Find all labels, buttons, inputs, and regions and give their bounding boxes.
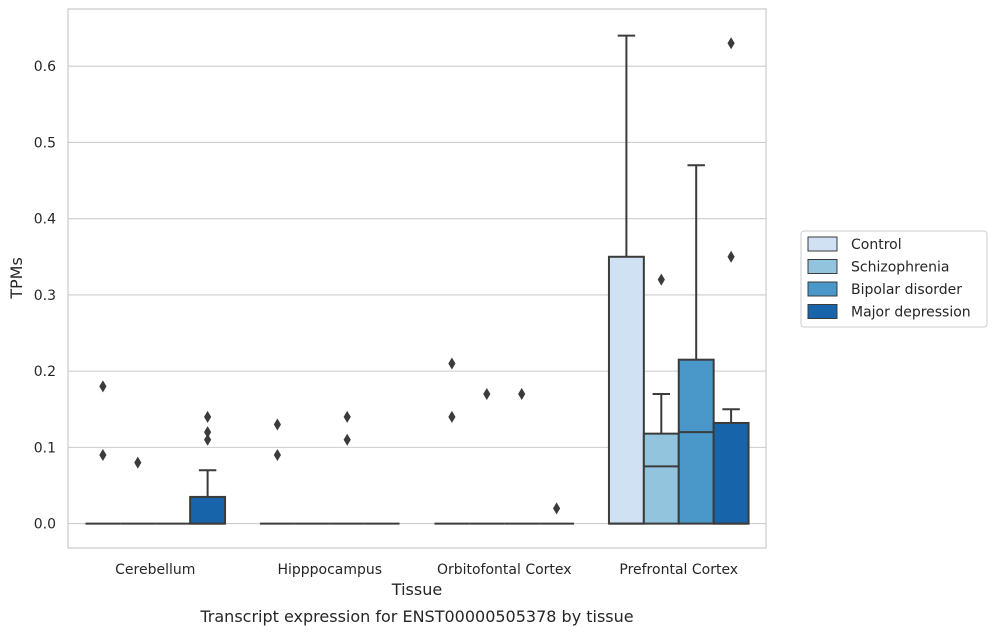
outlier-point xyxy=(273,418,281,431)
y-tick-labels: 0.0 0.1 0.2 0.3 0.4 0.5 0.6 xyxy=(34,59,56,532)
outlier-point xyxy=(727,250,735,263)
outlier-point xyxy=(657,273,665,286)
outlier-point xyxy=(204,433,212,446)
y-axis-label: TPMs xyxy=(7,257,26,300)
box-schizophrenia xyxy=(642,393,680,525)
chart-title: Transcript expression for ENST0000050537… xyxy=(199,607,633,626)
outlier-point xyxy=(518,388,526,400)
outlier-point xyxy=(204,410,212,423)
box-body xyxy=(712,421,750,525)
gridlines xyxy=(68,65,766,525)
boxes xyxy=(85,34,750,525)
x-tick-label: Cerebellum xyxy=(115,562,195,578)
outlier-point xyxy=(448,410,456,423)
y-tick-label: 0.1 xyxy=(34,440,56,456)
box-body xyxy=(189,495,227,525)
box-body xyxy=(677,358,715,525)
outlier-point xyxy=(99,380,107,393)
x-axis-label: Tissue xyxy=(391,580,442,599)
y-tick-label: 0.0 xyxy=(34,517,56,533)
x-tick-label: Hipppocampus xyxy=(277,562,382,578)
box-body xyxy=(642,432,680,525)
outlier-point xyxy=(204,426,212,439)
box-bipolar-disorder xyxy=(677,164,715,525)
x-tick-label: Prefrontal Cortex xyxy=(619,562,738,578)
outlier-point xyxy=(483,388,491,400)
outlier-point xyxy=(99,448,107,461)
plot-frame xyxy=(67,8,767,549)
y-tick-label: 0.3 xyxy=(34,288,56,304)
outlier-point xyxy=(343,410,351,423)
y-tick-label: 0.4 xyxy=(34,212,56,228)
outliers xyxy=(99,37,735,515)
box-major-depression xyxy=(712,408,750,525)
legend-swatch xyxy=(807,236,838,252)
y-tick-label: 0.5 xyxy=(34,135,56,151)
x-tick-labels: Cerebellum Hipppocampus Orbitofontal Corte… xyxy=(115,562,738,578)
outlier-point xyxy=(727,37,735,50)
legend-frame xyxy=(800,230,988,328)
legend-swatch xyxy=(807,259,838,274)
legend-label: Control xyxy=(851,237,902,253)
box-control xyxy=(607,34,645,525)
legend-label: Schizophrenia xyxy=(851,260,949,276)
y-tick-label: 0.6 xyxy=(34,59,56,75)
outlier-point xyxy=(553,502,561,515)
legend-label: Bipolar disorder xyxy=(851,282,962,298)
outlier-point xyxy=(134,456,142,469)
x-tick-label: Orbitofontal Cortex xyxy=(437,562,572,578)
box-body xyxy=(607,255,645,525)
legend-swatch xyxy=(807,281,838,297)
outlier-point xyxy=(343,433,351,446)
y-tick-label: 0.2 xyxy=(34,364,56,380)
box-major-depression xyxy=(189,469,227,525)
legend: Control Schizophrenia Bipolar disorder Majo… xyxy=(800,230,988,328)
legend-swatch xyxy=(807,304,838,319)
outlier-point xyxy=(273,448,281,461)
outlier-point xyxy=(448,357,456,370)
legend-label: Major depression xyxy=(851,305,971,321)
